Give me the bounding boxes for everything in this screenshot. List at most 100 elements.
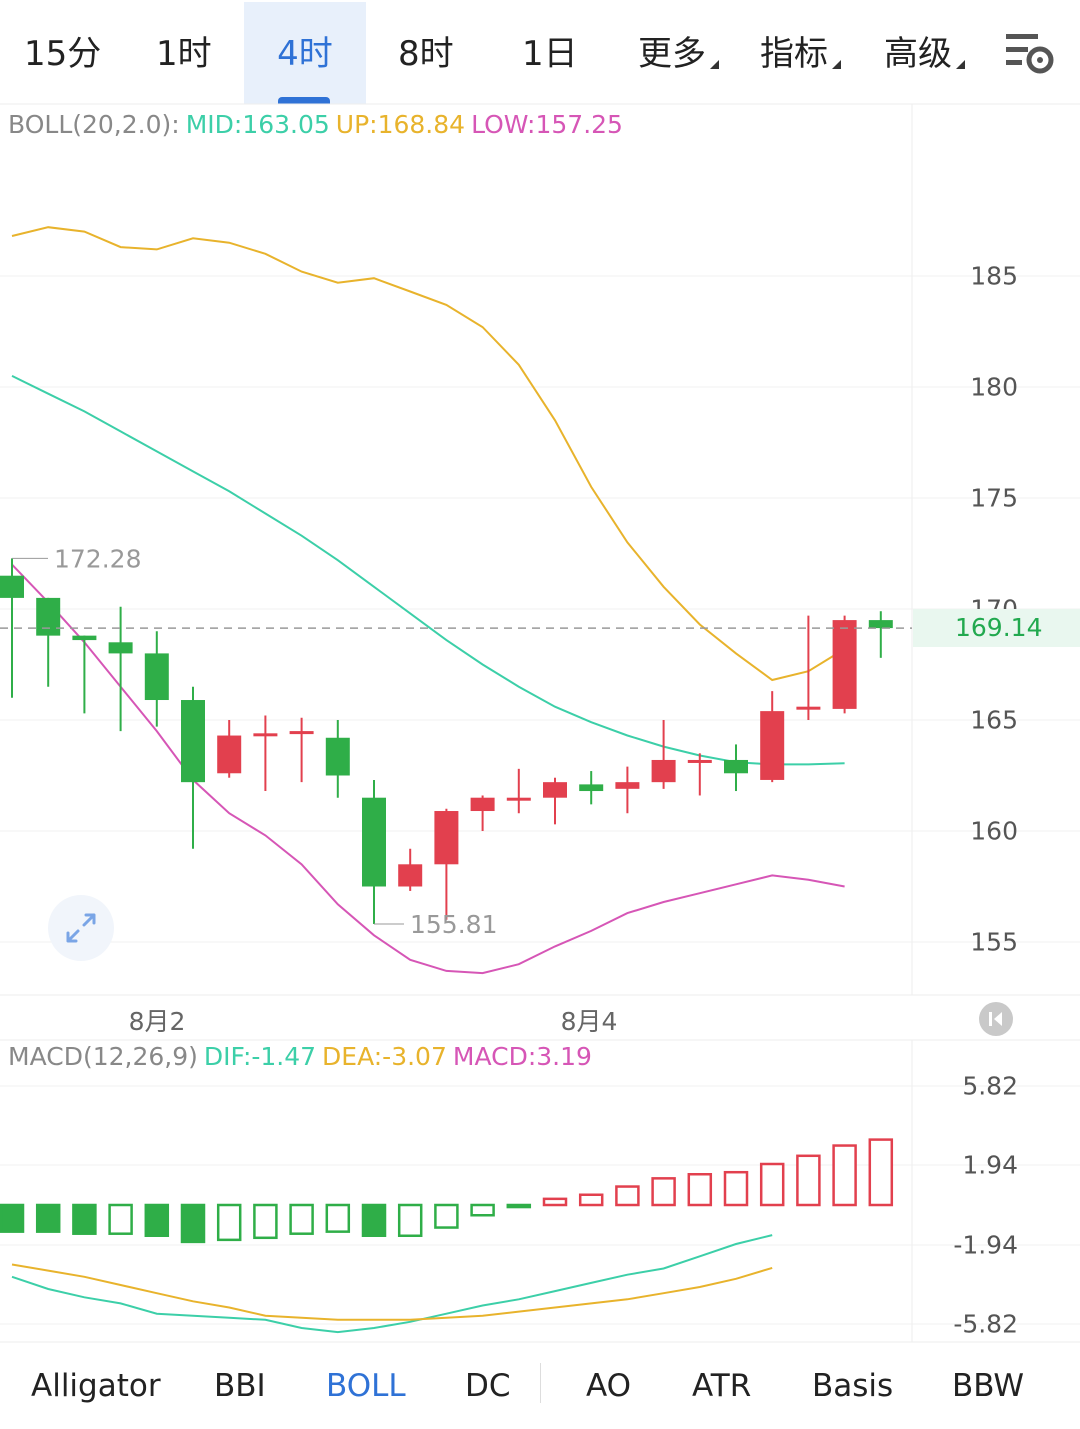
macd-axis-label: 1.94 — [962, 1150, 1018, 1180]
macd-histogram-bar — [180, 1203, 206, 1244]
low-marker-label: 155.81 — [410, 910, 497, 939]
advanced-dropdown[interactable]: 高级 — [884, 2, 965, 104]
candlesticks — [0, 558, 893, 925]
boll-bands — [11, 226, 846, 975]
price-axis-label: 155 — [970, 927, 1018, 957]
macd-histogram-bar — [325, 1203, 351, 1233]
macd-legend-name: MACD(12,26,9) — [8, 1042, 198, 1071]
candle-body — [362, 797, 386, 887]
tab-4h-label: 4时 — [277, 34, 333, 74]
price-chart[interactable]: 172.28 155.81 — [0, 0, 1080, 1345]
macd-histogram-bar — [216, 1203, 242, 1242]
time-axis-label: 8月4 — [560, 1007, 618, 1036]
price-axis-label: 160 — [970, 816, 1018, 846]
macd-histogram-bar — [723, 1170, 749, 1207]
tab-bbi[interactable]: BBI — [214, 1368, 266, 1404]
boll-legend-name: BOLL(20,2.0): — [8, 110, 180, 139]
macd-histogram-bar — [72, 1203, 97, 1235]
chart-settings-icon[interactable] — [1004, 32, 1056, 76]
macd-panel — [0, 1138, 894, 1334]
macd-histogram-bar — [542, 1197, 568, 1207]
advanced-label: 高级 — [884, 34, 952, 74]
indicators-label: 指标 — [760, 34, 828, 74]
tab-dc[interactable]: DC — [465, 1368, 511, 1404]
scroll-to-latest-icon[interactable] — [979, 1002, 1013, 1036]
boll-legend-low: LOW:157.25 — [471, 110, 623, 139]
candle-body — [687, 759, 712, 763]
candle-body — [615, 782, 640, 789]
macd-histogram-bar — [470, 1203, 495, 1217]
boll-legend: BOLL(20,2.0): MID:163.05 UP:168.84 LOW:157.… — [8, 110, 629, 139]
macd-histogram-bar — [578, 1193, 604, 1207]
macd-dea-line — [11, 1263, 773, 1321]
candle-body — [36, 597, 61, 636]
tab-ao[interactable]: AO — [586, 1368, 632, 1404]
candle-body — [398, 864, 423, 887]
macd-histogram-bar — [506, 1203, 532, 1209]
indicator-tab-bar: Alligator BBI BOLL DC AO ATR Basis BBW — [0, 1345, 1080, 1429]
macd-histogram-bar — [651, 1177, 676, 1207]
tab-alligator[interactable]: Alligator — [31, 1368, 161, 1404]
timeframe-tab-bar: 15分 1时 4时 8时 1日 更多 指标 高级 — [0, 0, 1080, 104]
macd-dif-line — [11, 1234, 773, 1334]
candle-body — [72, 635, 97, 641]
candle-body — [651, 759, 676, 783]
grid-lines — [0, 275, 1080, 1325]
macd-histogram-bar — [687, 1173, 713, 1207]
dropdown-caret-icon — [956, 60, 965, 69]
selected-tab-indicator — [278, 97, 330, 104]
more-dropdown[interactable]: 更多 — [638, 2, 719, 104]
price-markers: 172.28 155.81 — [0, 544, 912, 939]
macd-axis-label: -5.82 — [953, 1309, 1018, 1339]
candle-body — [832, 620, 857, 709]
tab-1h-label: 1时 — [156, 34, 212, 74]
candle-body — [506, 797, 531, 801]
tab-1h[interactable]: 1时 — [156, 2, 212, 104]
tab-boll[interactable]: BOLL — [326, 1368, 406, 1404]
tab-divider — [540, 1363, 541, 1403]
macd-axis-label: -1.94 — [953, 1230, 1018, 1260]
macd-histogram-bar — [144, 1203, 170, 1237]
tab-bbw[interactable]: BBW — [952, 1368, 1025, 1404]
candle-body — [217, 735, 242, 774]
expand-icon[interactable] — [48, 895, 114, 961]
price-axis-label: 175 — [970, 483, 1018, 513]
candle-body — [0, 575, 24, 598]
boll-legend-up: UP:168.84 — [335, 110, 466, 139]
high-marker-label: 172.28 — [54, 544, 141, 573]
more-label: 更多 — [638, 34, 706, 74]
candle-body — [579, 784, 604, 792]
candle-body — [325, 737, 350, 776]
candle-body — [760, 711, 785, 780]
tab-15m[interactable]: 15分 — [24, 2, 101, 104]
candle-body — [144, 653, 169, 701]
price-axis-label: 180 — [970, 372, 1018, 402]
tab-basis[interactable]: Basis — [812, 1368, 894, 1404]
macd-histogram-bar — [615, 1185, 640, 1207]
macd-histogram-bar — [832, 1144, 857, 1207]
tab-1d[interactable]: 1日 — [522, 2, 578, 104]
boll-legend-mid: MID:163.05 — [185, 110, 330, 139]
boll-upper-line — [11, 226, 846, 682]
tab-atr[interactable]: ATR — [692, 1368, 752, 1404]
candle-body — [181, 700, 205, 783]
candle-body — [724, 759, 748, 774]
macd-histogram-bar — [361, 1203, 387, 1237]
macd-legend-macd: MACD:3.19 — [452, 1042, 592, 1071]
candle-body — [868, 620, 893, 629]
indicators-dropdown[interactable]: 指标 — [760, 2, 841, 104]
current-price-badge — [913, 609, 1080, 647]
price-axis-label: 185 — [970, 261, 1018, 291]
macd-legend-dif: DIF:-1.47 — [203, 1042, 317, 1071]
tab-4h[interactable]: 4时 — [244, 2, 366, 104]
candle-body — [253, 733, 278, 737]
tab-15m-label: 15分 — [24, 34, 102, 74]
candle-body — [289, 731, 314, 735]
macd-legend: MACD(12,26,9) DIF:-1.47 DEA:-3.07 MACD:3.19 — [8, 1042, 598, 1071]
macd-axis-label: 5.82 — [962, 1071, 1018, 1101]
tab-1d-label: 1日 — [522, 34, 578, 74]
candle-body — [470, 797, 495, 812]
time-axis-label: 8月2 — [128, 1007, 186, 1036]
macd-histogram-bar — [796, 1154, 821, 1207]
tab-8h[interactable]: 8时 — [398, 2, 454, 104]
